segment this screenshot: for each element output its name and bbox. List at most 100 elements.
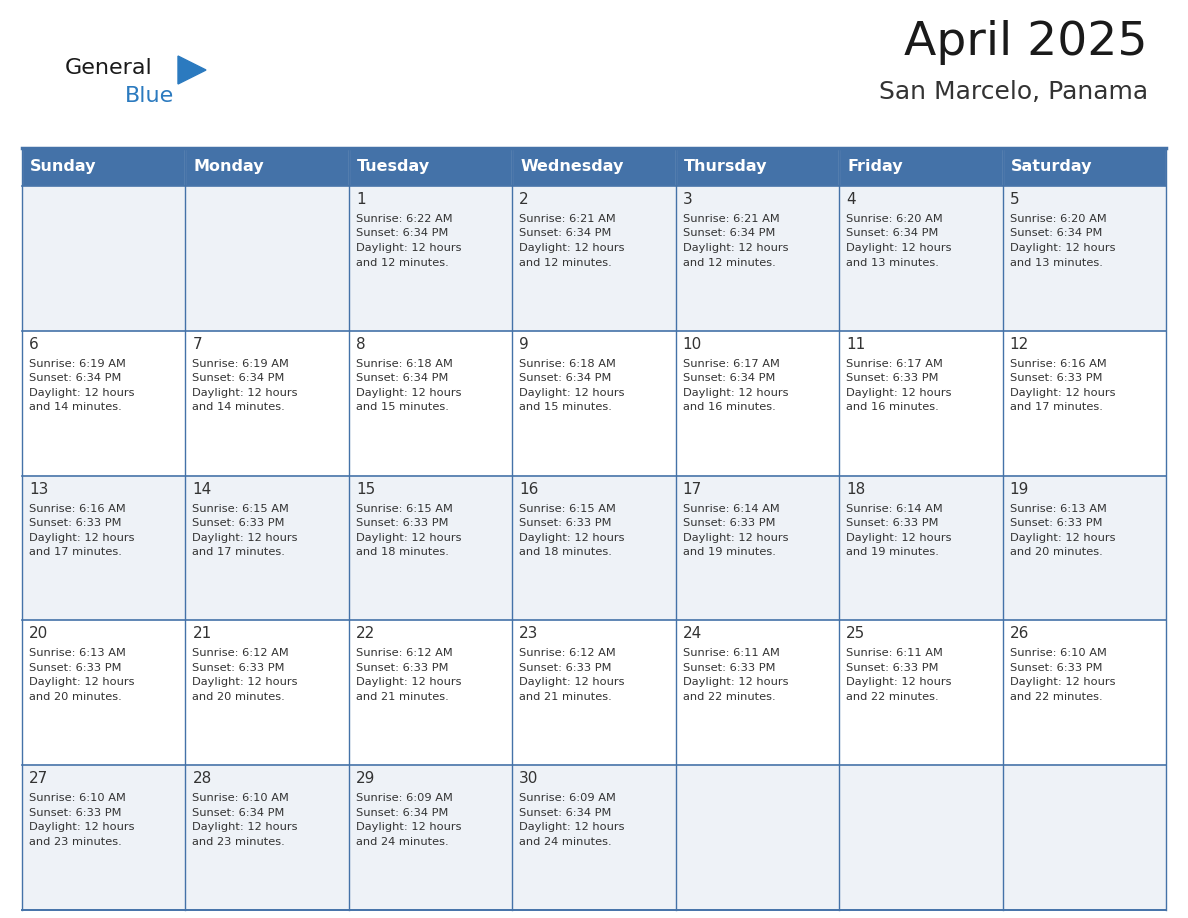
Bar <box>676 330 839 476</box>
Text: Daylight: 12 hours: Daylight: 12 hours <box>29 823 134 833</box>
Text: 21: 21 <box>192 626 211 642</box>
Text: Sunset: 6:33 PM: Sunset: 6:33 PM <box>29 518 121 528</box>
Text: Sunrise: 6:14 AM: Sunrise: 6:14 AM <box>846 504 943 513</box>
Text: and 12 minutes.: and 12 minutes. <box>683 258 776 267</box>
Text: 16: 16 <box>519 482 538 497</box>
Text: Sunset: 6:34 PM: Sunset: 6:34 PM <box>846 229 939 239</box>
Text: Daylight: 12 hours: Daylight: 12 hours <box>192 387 298 397</box>
Bar <box>1003 476 1165 621</box>
Bar <box>1003 186 1165 330</box>
Text: Sunrise: 6:20 AM: Sunrise: 6:20 AM <box>846 214 943 224</box>
Text: 15: 15 <box>356 482 375 497</box>
Text: Wednesday: Wednesday <box>520 160 624 174</box>
Text: Sunset: 6:33 PM: Sunset: 6:33 PM <box>356 663 448 673</box>
Text: Sunset: 6:33 PM: Sunset: 6:33 PM <box>519 663 612 673</box>
Bar <box>23 621 185 766</box>
Text: Sunset: 6:34 PM: Sunset: 6:34 PM <box>1010 229 1102 239</box>
Text: Daylight: 12 hours: Daylight: 12 hours <box>846 243 952 253</box>
Bar <box>349 186 512 330</box>
Text: and 17 minutes.: and 17 minutes. <box>1010 402 1102 412</box>
Text: Sunset: 6:34 PM: Sunset: 6:34 PM <box>192 374 285 384</box>
Bar <box>185 186 349 330</box>
Text: Daylight: 12 hours: Daylight: 12 hours <box>192 677 298 688</box>
Text: and 12 minutes.: and 12 minutes. <box>519 258 612 267</box>
Bar <box>185 621 349 766</box>
Bar <box>185 148 349 186</box>
Bar <box>676 621 839 766</box>
Text: Saturday: Saturday <box>1011 160 1092 174</box>
Bar <box>185 476 349 621</box>
Text: and 21 minutes.: and 21 minutes. <box>356 692 449 702</box>
Text: Sunrise: 6:19 AM: Sunrise: 6:19 AM <box>29 359 126 369</box>
Text: Sunrise: 6:20 AM: Sunrise: 6:20 AM <box>1010 214 1106 224</box>
Text: 6: 6 <box>29 337 39 352</box>
Text: Daylight: 12 hours: Daylight: 12 hours <box>356 677 461 688</box>
Text: Daylight: 12 hours: Daylight: 12 hours <box>356 532 461 543</box>
Text: Daylight: 12 hours: Daylight: 12 hours <box>519 532 625 543</box>
Text: Daylight: 12 hours: Daylight: 12 hours <box>519 243 625 253</box>
Text: Sunrise: 6:10 AM: Sunrise: 6:10 AM <box>1010 648 1106 658</box>
Text: 11: 11 <box>846 337 865 352</box>
Text: Thursday: Thursday <box>684 160 767 174</box>
Text: 13: 13 <box>29 482 49 497</box>
Text: Tuesday: Tuesday <box>356 160 430 174</box>
Text: 12: 12 <box>1010 337 1029 352</box>
Text: 10: 10 <box>683 337 702 352</box>
Text: Sunrise: 6:12 AM: Sunrise: 6:12 AM <box>192 648 289 658</box>
Text: and 20 minutes.: and 20 minutes. <box>1010 547 1102 557</box>
Text: Sunrise: 6:10 AM: Sunrise: 6:10 AM <box>29 793 126 803</box>
Text: 27: 27 <box>29 771 49 786</box>
Text: Sunrise: 6:16 AM: Sunrise: 6:16 AM <box>1010 359 1106 369</box>
Text: and 19 minutes.: and 19 minutes. <box>846 547 939 557</box>
Bar <box>349 766 512 910</box>
Text: Sunrise: 6:09 AM: Sunrise: 6:09 AM <box>356 793 453 803</box>
Text: and 17 minutes.: and 17 minutes. <box>29 547 122 557</box>
Bar <box>1003 330 1165 476</box>
Text: Daylight: 12 hours: Daylight: 12 hours <box>356 387 461 397</box>
Text: Sunset: 6:33 PM: Sunset: 6:33 PM <box>29 808 121 818</box>
Bar <box>1003 148 1165 186</box>
Text: Sunset: 6:34 PM: Sunset: 6:34 PM <box>683 374 775 384</box>
Text: Daylight: 12 hours: Daylight: 12 hours <box>29 387 134 397</box>
Bar <box>676 476 839 621</box>
Bar <box>512 766 676 910</box>
Text: Daylight: 12 hours: Daylight: 12 hours <box>683 532 788 543</box>
Text: Sunset: 6:33 PM: Sunset: 6:33 PM <box>519 518 612 528</box>
Bar <box>23 766 185 910</box>
Text: Sunrise: 6:15 AM: Sunrise: 6:15 AM <box>192 504 290 513</box>
Text: Daylight: 12 hours: Daylight: 12 hours <box>192 532 298 543</box>
Text: Sunday: Sunday <box>30 160 96 174</box>
Text: Daylight: 12 hours: Daylight: 12 hours <box>683 387 788 397</box>
Text: and 24 minutes.: and 24 minutes. <box>356 836 449 846</box>
Text: Daylight: 12 hours: Daylight: 12 hours <box>1010 532 1116 543</box>
Text: Sunrise: 6:12 AM: Sunrise: 6:12 AM <box>356 648 453 658</box>
Text: Sunset: 6:34 PM: Sunset: 6:34 PM <box>683 229 775 239</box>
Bar <box>23 330 185 476</box>
Text: Sunrise: 6:18 AM: Sunrise: 6:18 AM <box>356 359 453 369</box>
Text: Sunset: 6:33 PM: Sunset: 6:33 PM <box>1010 663 1102 673</box>
Text: 4: 4 <box>846 192 855 207</box>
Text: Daylight: 12 hours: Daylight: 12 hours <box>683 243 788 253</box>
Text: Sunset: 6:34 PM: Sunset: 6:34 PM <box>519 808 612 818</box>
Text: Sunrise: 6:17 AM: Sunrise: 6:17 AM <box>683 359 779 369</box>
Bar <box>1003 621 1165 766</box>
Text: 14: 14 <box>192 482 211 497</box>
Text: 1: 1 <box>356 192 366 207</box>
Text: Sunrise: 6:11 AM: Sunrise: 6:11 AM <box>683 648 779 658</box>
Bar <box>676 766 839 910</box>
Text: Sunset: 6:34 PM: Sunset: 6:34 PM <box>356 808 448 818</box>
Text: Sunset: 6:34 PM: Sunset: 6:34 PM <box>356 374 448 384</box>
Text: 19: 19 <box>1010 482 1029 497</box>
Text: Sunrise: 6:22 AM: Sunrise: 6:22 AM <box>356 214 453 224</box>
Text: 29: 29 <box>356 771 375 786</box>
Bar <box>512 621 676 766</box>
Text: and 20 minutes.: and 20 minutes. <box>29 692 121 702</box>
Text: 5: 5 <box>1010 192 1019 207</box>
Text: 3: 3 <box>683 192 693 207</box>
Text: Daylight: 12 hours: Daylight: 12 hours <box>519 823 625 833</box>
Text: 26: 26 <box>1010 626 1029 642</box>
Text: and 20 minutes.: and 20 minutes. <box>192 692 285 702</box>
Text: Sunset: 6:34 PM: Sunset: 6:34 PM <box>29 374 121 384</box>
Text: Sunset: 6:33 PM: Sunset: 6:33 PM <box>1010 518 1102 528</box>
Text: 25: 25 <box>846 626 865 642</box>
